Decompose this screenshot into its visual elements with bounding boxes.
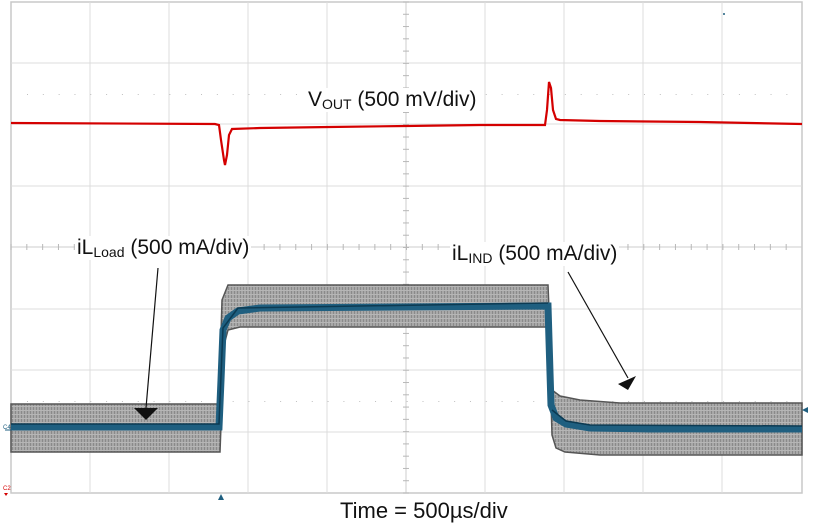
- iind-label: iLIND (500 mA/div): [450, 242, 620, 266]
- iind-label-scale: (500 mA/div): [492, 242, 618, 265]
- iind-arrowhead-icon: [618, 376, 636, 390]
- iind-label-main: iL: [452, 242, 469, 265]
- vout-label: VOUT (500 mV/div): [306, 88, 479, 112]
- load-current-trace-edge: [11, 302, 803, 427]
- ch2-marker: C2: [3, 486, 11, 492]
- ch2-offset-marker-icon: [4, 493, 8, 496]
- iload-label-scale: (500 mA/div): [124, 236, 250, 259]
- vout-trace: [10, 81, 803, 166]
- iload-label: iLLoad (500 mA/div): [75, 236, 252, 260]
- inductor-current-ripple-band: [10, 284, 803, 456]
- time-axis-label: Time = 500µs/div: [340, 498, 508, 523]
- display-dot: [723, 13, 725, 15]
- vout-label-main: V: [308, 88, 323, 111]
- iload-label-main: iL: [77, 236, 94, 259]
- annotation-arrows: [134, 267, 636, 420]
- trigger-position-marker-icon: [218, 494, 224, 500]
- iload-arrowhead-icon: [134, 408, 158, 420]
- iload-arrow-line: [145, 267, 159, 409]
- iind-label-sub: IND: [468, 250, 493, 266]
- vout-label-scale: (500 mV/div): [351, 88, 477, 111]
- trigger-level-marker-icon: [802, 407, 808, 413]
- iind-arrow-line: [567, 271, 629, 379]
- ch4-marker: C4: [3, 425, 11, 431]
- iload-label-sub: Load: [93, 244, 125, 260]
- vout-label-sub: OUT: [322, 96, 352, 112]
